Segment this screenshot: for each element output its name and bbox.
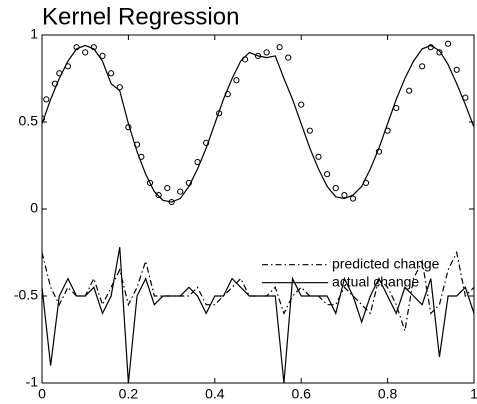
scatter-point bbox=[298, 101, 305, 108]
scatter-point bbox=[324, 171, 331, 178]
line-series bbox=[42, 250, 474, 331]
scatter-point bbox=[168, 198, 175, 206]
scatter-point bbox=[177, 188, 184, 195]
scatter-point bbox=[254, 52, 262, 59]
scatter-point bbox=[332, 185, 339, 192]
scatter-point bbox=[43, 96, 50, 103]
y-tick-label: -1 bbox=[26, 374, 39, 390]
y-tick-label: 1 bbox=[30, 26, 38, 42]
scatter-point bbox=[90, 44, 97, 51]
x-tick-label: 0.8 bbox=[378, 386, 398, 402]
scatter-point bbox=[133, 141, 141, 148]
scatter-point bbox=[263, 49, 270, 56]
scatter-point bbox=[419, 63, 426, 70]
scatter-point bbox=[203, 139, 210, 146]
y-tick-label: 0 bbox=[30, 200, 38, 216]
scatter-point bbox=[384, 127, 391, 134]
scatter-point bbox=[73, 44, 80, 51]
line-series bbox=[42, 44, 474, 203]
scatter-point bbox=[406, 87, 413, 94]
scatter-point bbox=[462, 94, 469, 101]
scatter-point bbox=[341, 191, 348, 199]
scatter-point bbox=[99, 52, 106, 59]
scatter-point bbox=[82, 49, 89, 56]
scatter-point bbox=[125, 124, 132, 131]
scatter-point bbox=[393, 104, 400, 112]
legend-label: predicted change bbox=[332, 255, 440, 271]
scatter-point bbox=[216, 110, 223, 117]
scatter-point bbox=[108, 70, 115, 77]
scatter-point bbox=[138, 153, 145, 160]
scatter-point bbox=[427, 44, 434, 51]
scatter-point bbox=[185, 179, 192, 186]
chart-title: Kernel Regression bbox=[42, 3, 239, 30]
scatter-point bbox=[42, 115, 46, 122]
x-tick-label: 1 bbox=[470, 386, 477, 402]
x-tick-label: 0.2 bbox=[119, 386, 139, 402]
scatter-point bbox=[306, 127, 313, 134]
x-tick-label: 0 bbox=[38, 386, 46, 402]
scatter-point bbox=[164, 185, 171, 192]
scatter-point bbox=[51, 80, 59, 87]
scatter-point bbox=[375, 148, 383, 155]
line-series bbox=[42, 247, 474, 383]
plot-frame bbox=[41, 34, 475, 384]
plot-area bbox=[42, 40, 474, 383]
scatter-point bbox=[362, 179, 370, 186]
scatter-point bbox=[194, 158, 201, 166]
scatter-point bbox=[56, 70, 63, 77]
scatter-point bbox=[349, 195, 357, 202]
scatter-point bbox=[64, 63, 72, 70]
scatter-point bbox=[276, 44, 283, 51]
scatter-point bbox=[436, 49, 443, 56]
scatter-point bbox=[146, 179, 154, 186]
scatter-point bbox=[315, 153, 322, 160]
scatter-point bbox=[116, 84, 123, 91]
x-tick-label: 0.6 bbox=[291, 386, 311, 402]
scatter-point bbox=[224, 91, 231, 98]
scatter-point bbox=[285, 54, 292, 61]
scatter-point bbox=[453, 66, 460, 73]
scatter-point bbox=[444, 40, 452, 47]
x-tick-label: 0.4 bbox=[205, 386, 225, 402]
scatter-point bbox=[155, 191, 162, 199]
scatter-point bbox=[233, 77, 240, 84]
y-tick-label: -0.5 bbox=[14, 287, 38, 303]
scatter-point bbox=[241, 56, 249, 63]
y-tick-label: 0.5 bbox=[19, 113, 39, 129]
legend-label: actual change bbox=[332, 273, 419, 289]
